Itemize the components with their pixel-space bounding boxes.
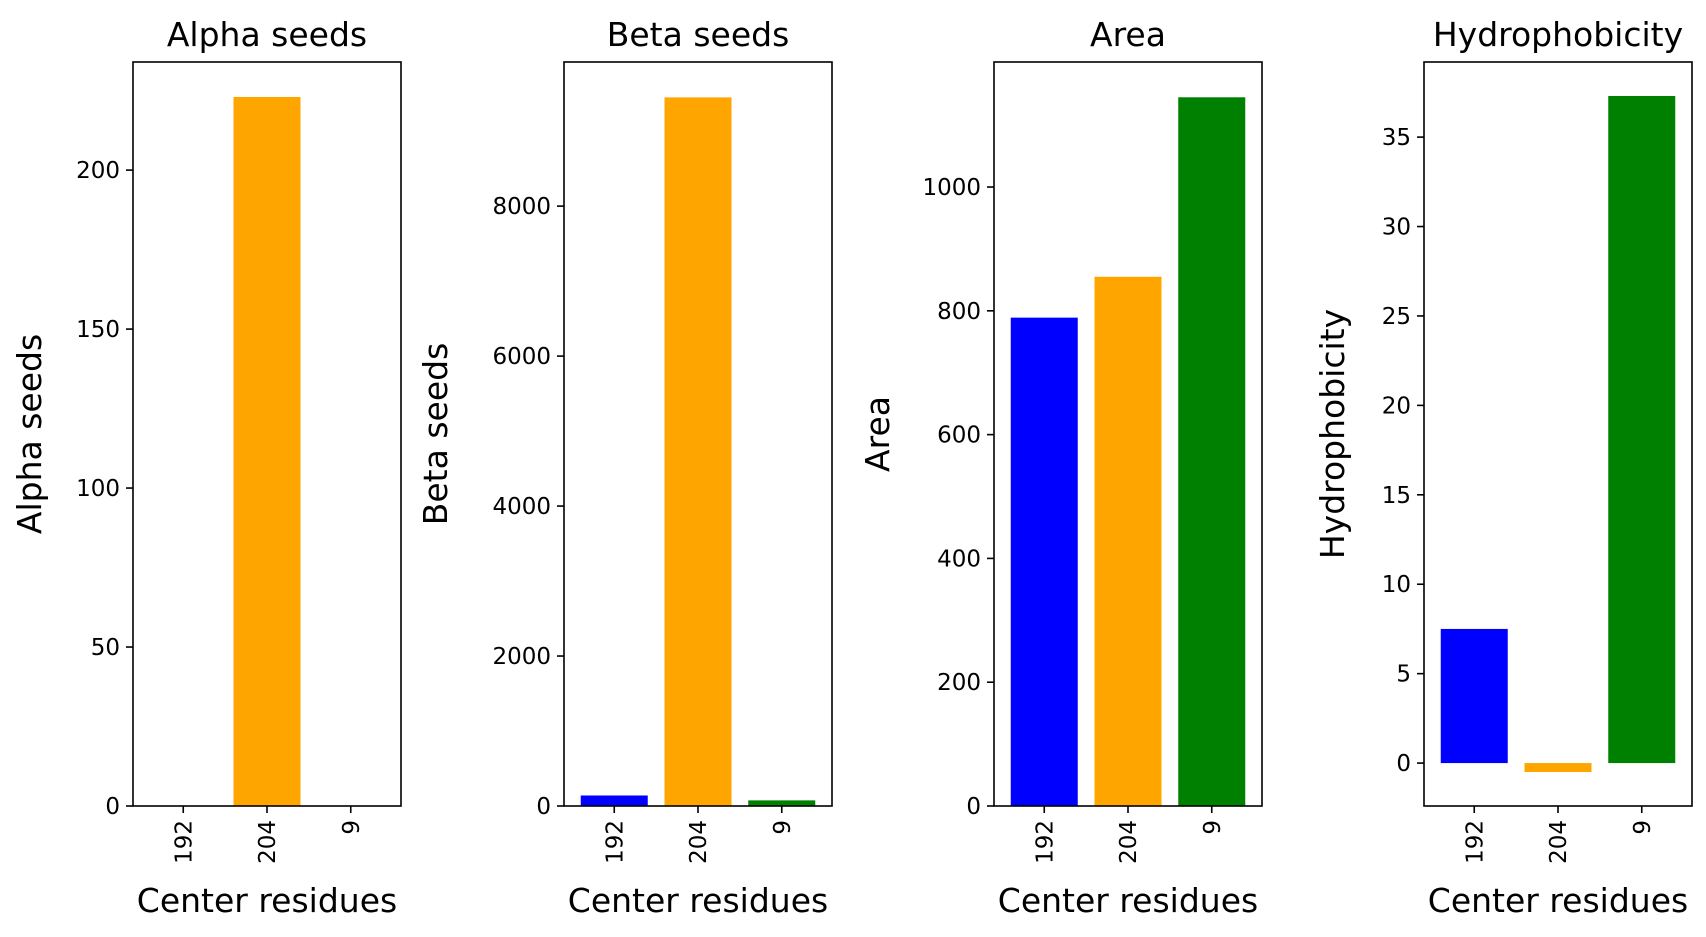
- y-tick-label: 35: [1382, 125, 1411, 151]
- x-tick-label: 9: [339, 820, 365, 835]
- bar-192: [580, 795, 648, 806]
- y-tick-label: 200: [76, 158, 120, 184]
- y-ticks-group: 0 5 10 15 20 25 30 35: [1382, 125, 1424, 777]
- bars-group: [580, 97, 816, 806]
- y-ticks-group: 0 50 100 150 200: [76, 158, 133, 820]
- x-tick-label: 9: [1200, 820, 1226, 835]
- x-tick-label: 204: [1116, 820, 1142, 864]
- x-axis-label: Center residues: [998, 881, 1258, 920]
- bar-192: [1010, 317, 1078, 806]
- x-ticks-group: 192 204 9: [171, 806, 365, 864]
- y-tick-label: 0: [536, 794, 551, 820]
- chart-panel-area: 0 200 400 600 800 1000 192 204 9 Area Center re…: [858, 15, 1263, 920]
- y-tick-label: 15: [1382, 483, 1411, 509]
- x-ticks-group: 192 204 9: [1462, 806, 1656, 864]
- y-tick-label: 4000: [492, 494, 551, 520]
- chart-title: Alpha seeds: [167, 15, 367, 54]
- bar-204: [664, 97, 732, 806]
- chart-panel-alpha-seeds: 0 50 100 150 200 192 204 9 Alpha seeds Center …: [10, 15, 402, 920]
- y-tick-label: 30: [1382, 215, 1411, 241]
- bar-192: [1440, 628, 1508, 764]
- y-tick-label: 600: [937, 423, 981, 449]
- y-tick-label: 5: [1396, 662, 1411, 688]
- x-tick-label: 9: [770, 820, 796, 835]
- x-tick-label: 204: [255, 820, 281, 864]
- chart-title: Beta seeds: [607, 15, 790, 54]
- y-tick-label: 10: [1382, 572, 1411, 598]
- bar-9: [748, 800, 816, 806]
- bars-group: [233, 96, 301, 806]
- y-tick-label: 0: [966, 794, 981, 820]
- bar-204: [1094, 276, 1162, 806]
- y-tick-label: 400: [937, 546, 981, 572]
- x-tick-label: 9: [1630, 820, 1656, 835]
- y-axis-label: Beta seeds: [416, 343, 455, 526]
- chart-title: Hydrophobicity: [1433, 15, 1683, 54]
- bar-9: [1608, 95, 1676, 764]
- bars-group: [1440, 95, 1676, 773]
- chart-panel-hydrophobicity: 0 5 10 15 20 25 30 35 192 204 9 Hydrophobicity Ce…: [1313, 15, 1693, 920]
- plot-frame: [1423, 61, 1693, 807]
- bars-group: [1010, 97, 1246, 807]
- plot-frame: [132, 61, 402, 807]
- y-tick-label: 0: [105, 794, 120, 820]
- x-axis-label: Center residues: [568, 881, 828, 920]
- y-tick-label: 1000: [922, 175, 981, 201]
- x-tick-label: 192: [171, 820, 197, 864]
- chart-title: Area: [1090, 15, 1166, 54]
- x-tick-label: 192: [1032, 820, 1058, 864]
- y-axis-label: Area: [858, 396, 897, 472]
- y-tick-label: 2000: [492, 644, 551, 670]
- plot-frame: [993, 61, 1263, 807]
- y-tick-label: 8000: [492, 194, 551, 220]
- chart-panel-beta-seeds: 0 2000 4000 6000 8000 192 204 9 Beta seeds Cen…: [416, 15, 833, 920]
- x-tick-label: 192: [1462, 820, 1488, 864]
- y-tick-label: 800: [937, 299, 981, 325]
- bar-204: [1524, 763, 1592, 773]
- bar-204: [233, 96, 301, 806]
- x-axis-label: Center residues: [1428, 881, 1688, 920]
- bar-9: [1178, 97, 1246, 807]
- x-ticks-group: 192 204 9: [1032, 806, 1226, 864]
- x-tick-label: 204: [1546, 820, 1572, 864]
- y-tick-label: 50: [91, 635, 120, 661]
- y-axis-label: Alpha seeds: [10, 334, 49, 534]
- y-ticks-group: 0 200 400 600 800 1000: [922, 175, 994, 820]
- y-axis-label: Hydrophobicity: [1313, 309, 1352, 559]
- y-tick-label: 20: [1382, 393, 1411, 419]
- x-tick-label: 192: [602, 820, 628, 864]
- x-ticks-group: 192 204 9: [602, 806, 796, 864]
- plot-frame: [563, 61, 833, 807]
- y-ticks-group: 0 2000 4000 6000 8000: [492, 194, 564, 820]
- y-tick-label: 25: [1382, 304, 1411, 330]
- x-tick-label: 204: [686, 820, 712, 864]
- y-tick-label: 150: [76, 317, 120, 343]
- y-tick-label: 0: [1396, 751, 1411, 777]
- y-tick-label: 6000: [492, 344, 551, 370]
- y-tick-label: 200: [937, 670, 981, 696]
- y-tick-label: 100: [76, 476, 120, 502]
- x-axis-label: Center residues: [137, 881, 397, 920]
